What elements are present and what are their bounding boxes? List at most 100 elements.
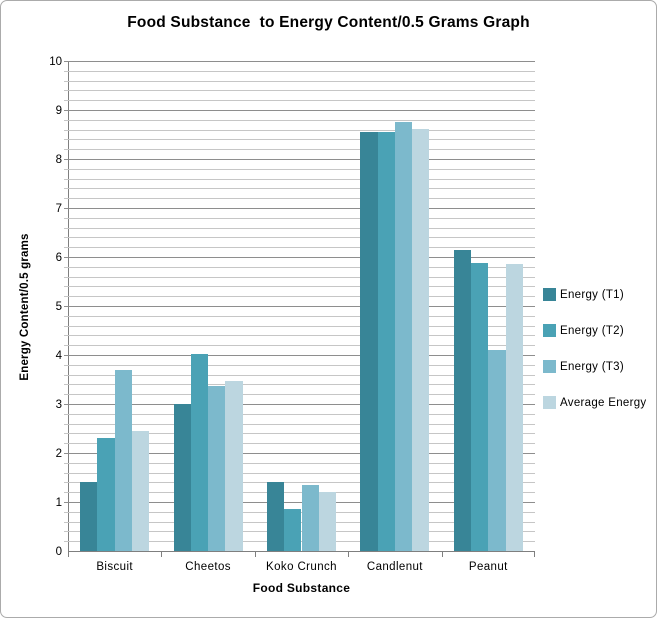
- x-axis-tick: [161, 552, 163, 557]
- minor-gridline: [64, 345, 535, 347]
- minor-gridline: [64, 188, 535, 190]
- x-axis-tick: [254, 552, 256, 557]
- bar: [208, 385, 226, 551]
- minor-gridline: [64, 198, 535, 200]
- legend-item: Energy (T1): [543, 288, 646, 301]
- major-gridline: [64, 208, 535, 209]
- legend-label: Energy (T3): [560, 360, 625, 373]
- major-gridline: [64, 404, 535, 405]
- legend: Energy (T1) Energy (T2) Energy (T3) Average…: [543, 288, 646, 409]
- y-tick-label: 1: [55, 497, 62, 509]
- major-gridline: [64, 502, 535, 503]
- bar: [505, 264, 523, 551]
- legend-label: Energy (T1): [560, 288, 625, 301]
- plot-area: 0 1 2 3 4 5 6 7 8 9 10 Biscuit Cheetos Koko Crunch Can…: [49, 56, 535, 573]
- minor-gridline: [64, 90, 535, 92]
- bar: [412, 128, 430, 551]
- minor-gridline: [64, 296, 535, 298]
- bar: [97, 438, 115, 551]
- legend-swatch: [543, 396, 556, 409]
- y-axis-title: Energy Content/0.5 grams: [19, 233, 31, 381]
- minor-gridline: [64, 237, 535, 239]
- y-tick-label: 0: [55, 546, 62, 558]
- bar: [266, 482, 285, 551]
- legend-label: Average Energy: [560, 396, 647, 409]
- bar: [377, 132, 395, 551]
- minor-gridline: [64, 168, 535, 170]
- minor-gridline: [64, 119, 535, 121]
- minor-gridline: [64, 286, 535, 288]
- y-axis-line: [68, 62, 69, 552]
- minor-gridline: [64, 423, 535, 425]
- major-gridline: [64, 61, 535, 62]
- minor-gridline: [64, 227, 535, 229]
- bar: [114, 369, 132, 551]
- minor-gridline: [64, 139, 535, 141]
- bar: [80, 482, 98, 551]
- minor-gridline: [64, 472, 535, 474]
- minor-gridline: [64, 217, 535, 219]
- minor-gridline: [64, 129, 535, 131]
- minor-gridline: [64, 374, 535, 376]
- bar: [488, 350, 506, 551]
- legend-item: Average Energy: [543, 396, 646, 409]
- minor-gridline: [64, 266, 535, 268]
- bar: [318, 492, 337, 551]
- major-gridline: [64, 306, 535, 307]
- minor-gridline: [64, 394, 535, 396]
- major-gridline: [64, 110, 535, 111]
- x-category-label: Koko Crunch: [266, 561, 337, 573]
- minor-gridline: [64, 70, 535, 72]
- legend-swatch: [543, 324, 556, 337]
- bar: [301, 484, 319, 551]
- major-gridline: [64, 453, 535, 454]
- bar: [453, 249, 471, 551]
- minor-gridline: [64, 247, 535, 249]
- x-category-label: Peanut: [468, 561, 508, 573]
- y-tick-label: 2: [55, 448, 62, 460]
- bar: [225, 380, 243, 551]
- y-tick-label: 5: [55, 301, 62, 313]
- minor-gridline: [64, 335, 535, 337]
- bar: [360, 132, 378, 551]
- y-tick-label: 10: [49, 56, 62, 68]
- x-axis-tick: [441, 552, 443, 557]
- major-gridline: [64, 257, 535, 258]
- minor-gridline: [64, 276, 535, 278]
- x-category-label: Cheetos: [185, 561, 231, 573]
- legend-swatch: [543, 288, 556, 301]
- x-axis-tick: [68, 552, 69, 557]
- x-axis-line: [68, 551, 535, 552]
- minor-gridline: [64, 325, 535, 327]
- legend-label: Energy (T2): [560, 324, 625, 337]
- x-category-label: Candlenut: [366, 561, 423, 573]
- minor-gridline: [64, 492, 535, 494]
- bar: [173, 404, 191, 551]
- legend-item: Energy (T3): [543, 360, 646, 373]
- minor-gridline: [64, 443, 535, 445]
- y-tick-label: 3: [55, 399, 62, 411]
- minor-gridline: [64, 384, 535, 386]
- minor-gridline: [64, 100, 535, 102]
- bar: [394, 122, 413, 551]
- major-gridline: [64, 159, 535, 160]
- x-category-label: Biscuit: [96, 561, 134, 573]
- y-tick-label: 8: [55, 154, 62, 166]
- bar: [190, 353, 209, 551]
- bar: [471, 263, 489, 551]
- minor-gridline: [64, 364, 535, 366]
- minor-gridline: [64, 178, 535, 180]
- major-gridline: [64, 355, 535, 356]
- minor-gridline: [64, 149, 535, 151]
- legend-swatch: [543, 360, 556, 373]
- y-tick-label: 4: [55, 350, 62, 362]
- x-axis-title: Food Substance: [252, 581, 351, 595]
- minor-gridline: [64, 433, 535, 435]
- x-axis-tick: [534, 552, 535, 557]
- chart-title: Food Substance to Energy Content/0.5 Gra…: [127, 14, 530, 31]
- minor-gridline: [64, 413, 535, 415]
- minor-gridline: [64, 315, 535, 317]
- legend-item: Energy (T2): [543, 324, 646, 337]
- bar: [132, 430, 150, 551]
